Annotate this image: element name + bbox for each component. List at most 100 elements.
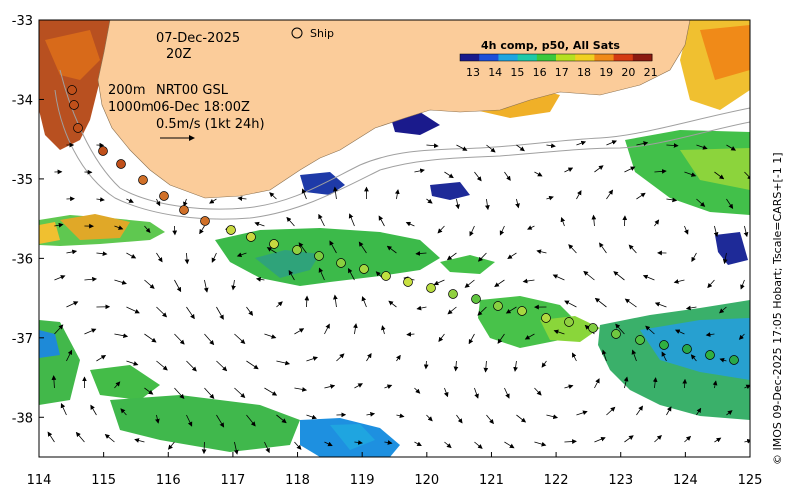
current-arrow <box>276 301 283 308</box>
current-vectors <box>47 140 750 455</box>
current-arrow <box>203 279 209 293</box>
current-arrow <box>396 413 405 419</box>
current-arrow <box>564 300 577 308</box>
current-arrow <box>719 357 727 363</box>
track-point <box>200 216 210 226</box>
current-arrow <box>438 333 445 343</box>
lon-tick-label: 114 <box>27 473 52 488</box>
current-arrow <box>534 387 542 396</box>
track-point <box>314 251 324 261</box>
current-arrow <box>354 383 363 389</box>
current-arrow <box>666 406 672 416</box>
track-point <box>659 340 669 350</box>
current-arrow <box>255 277 265 282</box>
current-arrow <box>443 387 449 398</box>
current-arrow <box>516 414 527 423</box>
current-arrow <box>594 436 606 443</box>
current-arrow <box>216 360 228 372</box>
current-arrow <box>294 387 308 392</box>
current-arrow <box>497 333 505 344</box>
track-point <box>541 313 551 323</box>
current-arrow <box>114 381 121 389</box>
current-arrow <box>744 384 750 390</box>
current-arrow <box>433 279 445 286</box>
current-arrow <box>186 306 195 320</box>
current-arrow <box>666 197 678 203</box>
current-arrow <box>622 215 628 227</box>
current-arrow <box>126 252 137 259</box>
current-arrow <box>394 189 400 200</box>
current-arrow <box>155 414 160 424</box>
current-arrow <box>714 171 725 180</box>
current-arrow <box>66 249 78 255</box>
current-arrow <box>114 333 129 339</box>
track-point <box>292 245 302 255</box>
current-arrow <box>332 186 338 200</box>
current-arrow <box>486 414 494 425</box>
track-point <box>705 350 715 360</box>
current-arrow <box>673 279 685 284</box>
track-point <box>635 335 645 345</box>
current-arrow <box>474 387 479 399</box>
current-arrow <box>654 434 662 443</box>
current-arrow <box>515 198 520 209</box>
current-arrow <box>453 360 459 372</box>
current-arrow <box>524 333 535 340</box>
current-arrow <box>546 143 556 149</box>
current-arrow <box>474 171 482 182</box>
track-point <box>336 258 346 268</box>
current-arrow <box>126 360 139 366</box>
current-arrow <box>719 306 727 314</box>
current-arrow <box>211 252 217 263</box>
current-arrow <box>464 279 475 288</box>
current-arrow <box>156 306 168 318</box>
track-point <box>729 355 739 365</box>
current-arrow <box>624 166 636 173</box>
current-arrow <box>126 306 140 314</box>
lon-tick-label: 121 <box>479 473 504 488</box>
colorbar-swatch <box>613 54 634 61</box>
current-arrow <box>594 165 604 173</box>
vector-scale-label: 0.5m/s (1kt 24h) <box>156 117 265 132</box>
current-arrow <box>447 306 457 315</box>
current-arrow <box>564 384 574 389</box>
track-point <box>67 85 77 95</box>
current-arrow <box>685 305 697 311</box>
current-arrow <box>246 360 259 370</box>
current-arrow <box>474 441 483 449</box>
current-arrow <box>204 333 215 346</box>
current-arrow <box>477 306 487 316</box>
current-arrow <box>534 171 543 177</box>
current-arrow <box>576 190 582 200</box>
current-arrow <box>560 216 566 227</box>
lon-tick-label: 120 <box>414 473 439 488</box>
current-arrow <box>707 279 715 289</box>
current-arrow <box>696 198 706 207</box>
lon-tick-label: 119 <box>350 473 375 488</box>
current-arrow <box>572 352 577 362</box>
current-arrow <box>378 215 385 227</box>
current-arrow <box>174 279 182 293</box>
current-arrow <box>696 144 708 150</box>
current-arrow <box>426 414 433 422</box>
lon-tick-label: 118 <box>285 473 310 488</box>
current-arrow <box>624 435 634 443</box>
current-arrow <box>631 349 637 362</box>
current-arrow <box>414 441 422 447</box>
current-arrow <box>636 141 649 146</box>
current-arrow <box>234 387 246 399</box>
current-arrow <box>691 252 697 263</box>
track-point <box>69 100 79 110</box>
track-point <box>588 323 598 333</box>
current-arrow <box>416 305 427 311</box>
current-arrow <box>636 192 646 200</box>
current-arrow <box>591 214 597 227</box>
lon-tick-label: 116 <box>156 473 181 488</box>
current-arrow <box>348 267 355 281</box>
current-arrow <box>183 198 188 207</box>
current-arrow <box>456 414 463 424</box>
current-arrow <box>144 279 155 289</box>
track-point <box>381 271 391 281</box>
current-arrow <box>288 269 295 281</box>
current-arrow <box>623 376 629 389</box>
